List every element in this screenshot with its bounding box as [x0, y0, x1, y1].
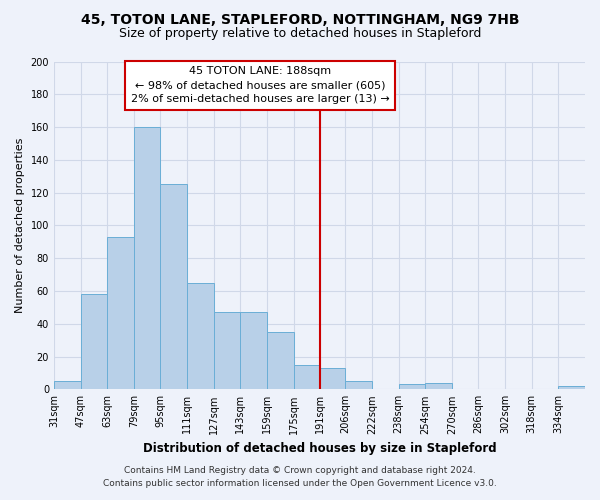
Bar [320, 368, 345, 390]
Bar [345, 381, 372, 390]
Bar [241, 312, 267, 390]
Bar [54, 381, 80, 390]
Bar [187, 283, 214, 390]
Bar [267, 332, 293, 390]
Y-axis label: Number of detached properties: Number of detached properties [15, 138, 25, 313]
Text: 45, TOTON LANE, STAPLEFORD, NOTTINGHAM, NG9 7HB: 45, TOTON LANE, STAPLEFORD, NOTTINGHAM, … [81, 12, 519, 26]
Bar [398, 384, 425, 390]
Text: Contains HM Land Registry data © Crown copyright and database right 2024.
Contai: Contains HM Land Registry data © Crown c… [103, 466, 497, 487]
Bar [559, 386, 585, 390]
Text: Size of property relative to detached houses in Stapleford: Size of property relative to detached ho… [119, 28, 481, 40]
Bar [134, 127, 160, 390]
Bar [293, 364, 320, 390]
Bar [107, 237, 134, 390]
X-axis label: Distribution of detached houses by size in Stapleford: Distribution of detached houses by size … [143, 442, 496, 455]
Bar [160, 184, 187, 390]
Bar [80, 294, 107, 390]
Bar [425, 382, 452, 390]
Text: 45 TOTON LANE: 188sqm
← 98% of detached houses are smaller (605)
2% of semi-deta: 45 TOTON LANE: 188sqm ← 98% of detached … [131, 66, 390, 104]
Bar [214, 312, 241, 390]
